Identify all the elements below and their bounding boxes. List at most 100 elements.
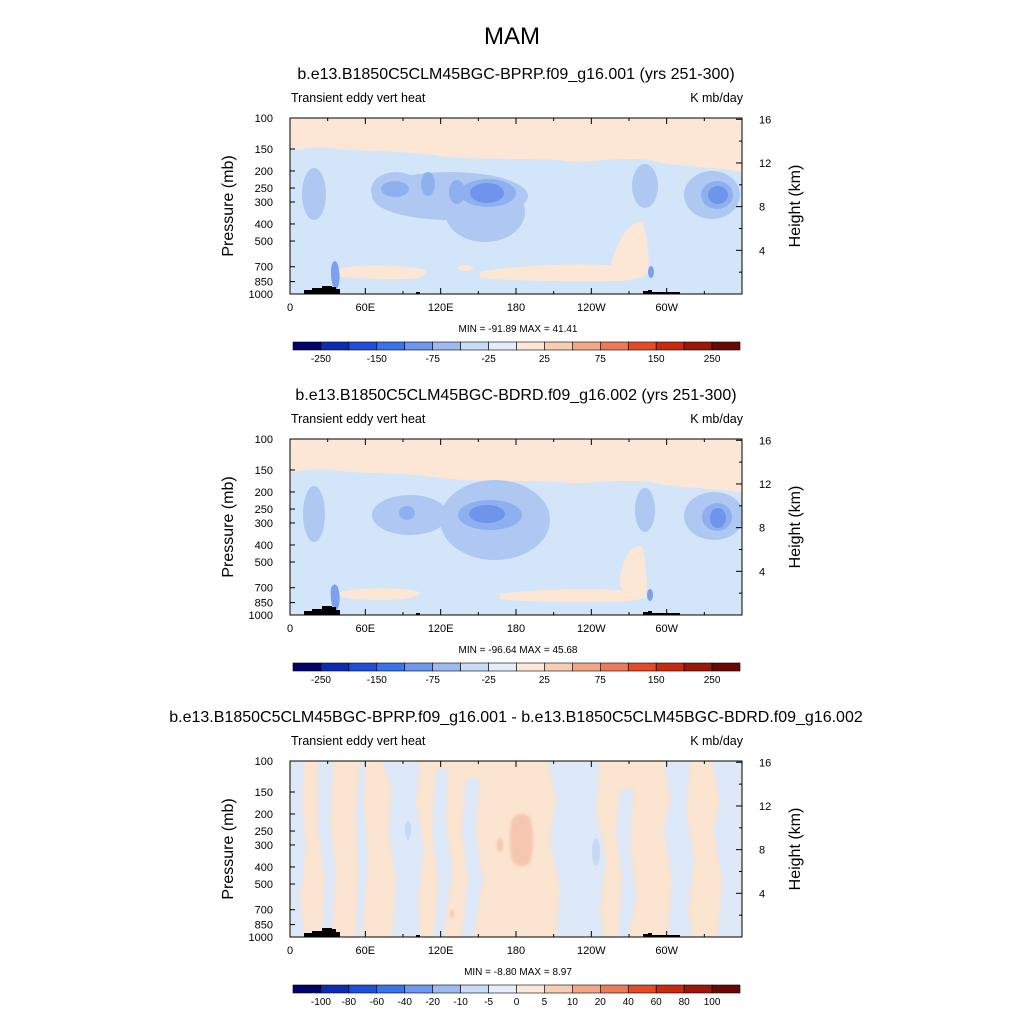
colorbar-swatch — [320, 341, 350, 351]
colorbar-label: -75 — [425, 354, 440, 365]
colorbar-label: 250 — [704, 354, 721, 365]
panel-title: b.e13.B1850C5CLM45BGC-BPRP.f09_g16.001 -… — [169, 709, 863, 726]
y-tick-label: 1000 — [249, 289, 273, 301]
colorbar-label: 60 — [651, 997, 663, 1008]
height-tick-label: 12 — [759, 801, 771, 813]
colorbar-swatch — [600, 662, 629, 672]
colorbar-swatch — [348, 662, 378, 672]
y-tick-label: 200 — [255, 166, 273, 178]
colorbar: -100 -80 -60 -40 -20 -10 -5 0 5 10 20 40 60 80 100 — [292, 984, 741, 1008]
units-label: K mb/day — [690, 91, 744, 105]
y-axis-title: Pressure (mb) — [220, 798, 237, 899]
y-tick-label: 1000 — [249, 932, 273, 944]
colorbar-label: -5 — [484, 997, 493, 1008]
y-tick-label: 100 — [255, 434, 273, 446]
height-tick-label: 4 — [759, 245, 765, 257]
right-axis-title: Height (km) — [787, 808, 804, 891]
colorbar-swatch — [711, 341, 741, 351]
y-tick-label: 250 — [255, 826, 273, 838]
colorbar-swatch — [516, 662, 545, 672]
colorbar-label: -100 — [311, 997, 331, 1008]
colorbar-swatch — [432, 662, 461, 672]
colorbar-swatch — [711, 662, 741, 672]
y-tick-label: 200 — [255, 809, 273, 821]
colorbar-label: 40 — [623, 997, 635, 1008]
colorbar-label: -75 — [425, 675, 440, 686]
colorbar-label: -60 — [370, 997, 385, 1008]
height-tick-label: 4 — [759, 888, 765, 900]
upper-positive-region — [290, 118, 742, 172]
panel-title: b.e13.B1850C5CLM45BGC-BDRD.f09_g16.002 (… — [295, 387, 736, 404]
colorbar-swatch — [655, 984, 685, 994]
colorbar-swatch — [683, 662, 713, 672]
colorbar-label: 75 — [595, 354, 607, 365]
negative-streaks — [290, 761, 742, 937]
colorbar-swatch — [544, 662, 573, 672]
colorbar-swatch — [572, 662, 601, 672]
colorbar-swatch — [320, 984, 350, 994]
height-tick-label: 8 — [759, 202, 765, 214]
y-tick-label: 400 — [255, 862, 273, 874]
x-tick-label: 0 — [287, 302, 293, 314]
colorbar-label: 80 — [679, 997, 691, 1008]
figure-title: MAM — [484, 23, 540, 50]
colorbar-swatch — [376, 662, 406, 672]
axes: 0 60E 120E 180 120W 60W 100 150 200 250 300 400 500 7… — [249, 434, 772, 635]
variable-label: Transient eddy vert heat — [291, 91, 426, 105]
colorbar-label: -25 — [481, 354, 496, 365]
positive-cores — [450, 813, 533, 918]
colorbar-label: -25 — [481, 675, 496, 686]
panel-1: b.e13.B1850C5CLM45BGC-BPRP.f09_g16.001 (… — [220, 66, 804, 365]
colorbar-label: 150 — [648, 675, 665, 686]
x-tick-label: 120W — [577, 623, 606, 635]
y-tick-label: 400 — [255, 540, 273, 552]
colorbar: -250 -150 -75 -25 25 75 150 250 — [292, 341, 741, 365]
colorbar-swatch — [627, 662, 657, 672]
contour-field — [290, 439, 742, 615]
topography — [304, 928, 680, 937]
x-tick-label: 0 — [287, 945, 293, 957]
colorbar-swatch — [516, 984, 545, 994]
surface-negative-streak — [330, 584, 653, 611]
colorbar-swatch — [488, 984, 517, 994]
y-tick-label: 150 — [255, 144, 273, 156]
colorbar-swatch — [320, 662, 350, 672]
colorbar-swatch — [404, 341, 433, 351]
colorbar-swatch — [627, 984, 657, 994]
colorbar-swatch — [376, 984, 406, 994]
colorbar-label: 0 — [514, 997, 520, 1008]
y-tick-label: 300 — [255, 197, 273, 209]
y-tick-label: 300 — [255, 840, 273, 852]
x-tick-label: 60W — [655, 302, 678, 314]
x-tick-label: 120E — [428, 302, 454, 314]
variable-label: Transient eddy vert heat — [291, 734, 426, 748]
negative-cores — [405, 820, 600, 866]
topography — [304, 286, 680, 294]
colorbar-swatch — [516, 341, 545, 351]
y-tick-label: 850 — [255, 277, 273, 289]
panel-title: b.e13.B1850C5CLM45BGC-BPRP.f09_g16.001 (… — [297, 66, 734, 83]
y-tick-label: 250 — [255, 504, 273, 516]
x-tick-label: 120E — [428, 945, 454, 957]
variable-label: Transient eddy vert heat — [291, 412, 426, 426]
colorbar-label: 20 — [595, 997, 607, 1008]
colorbar-swatch — [348, 341, 378, 351]
units-label: K mb/day — [690, 412, 744, 426]
panel-2: b.e13.B1850C5CLM45BGC-BDRD.f09_g16.002 (… — [220, 387, 804, 686]
colorbar-swatch — [544, 984, 573, 994]
y-tick-label: 100 — [255, 113, 273, 125]
height-tick-label: 16 — [759, 114, 771, 126]
colorbar-swatch — [488, 662, 517, 672]
height-tick-label: 12 — [759, 479, 771, 491]
y-tick-label: 850 — [255, 598, 273, 610]
colorbar-swatch — [572, 341, 601, 351]
units-label: K mb/day — [690, 734, 744, 748]
height-tick-label: 4 — [759, 566, 765, 578]
colorbar-label: -10 — [453, 997, 468, 1008]
colorbar-swatch — [292, 984, 322, 994]
colorbar-swatch — [432, 341, 461, 351]
y-tick-label: 850 — [255, 920, 273, 932]
x-tick-label: 120E — [428, 623, 454, 635]
min-max-label: MIN = -8.80 MAX = 8.97 — [464, 967, 572, 978]
colorbar-swatch — [460, 662, 489, 672]
